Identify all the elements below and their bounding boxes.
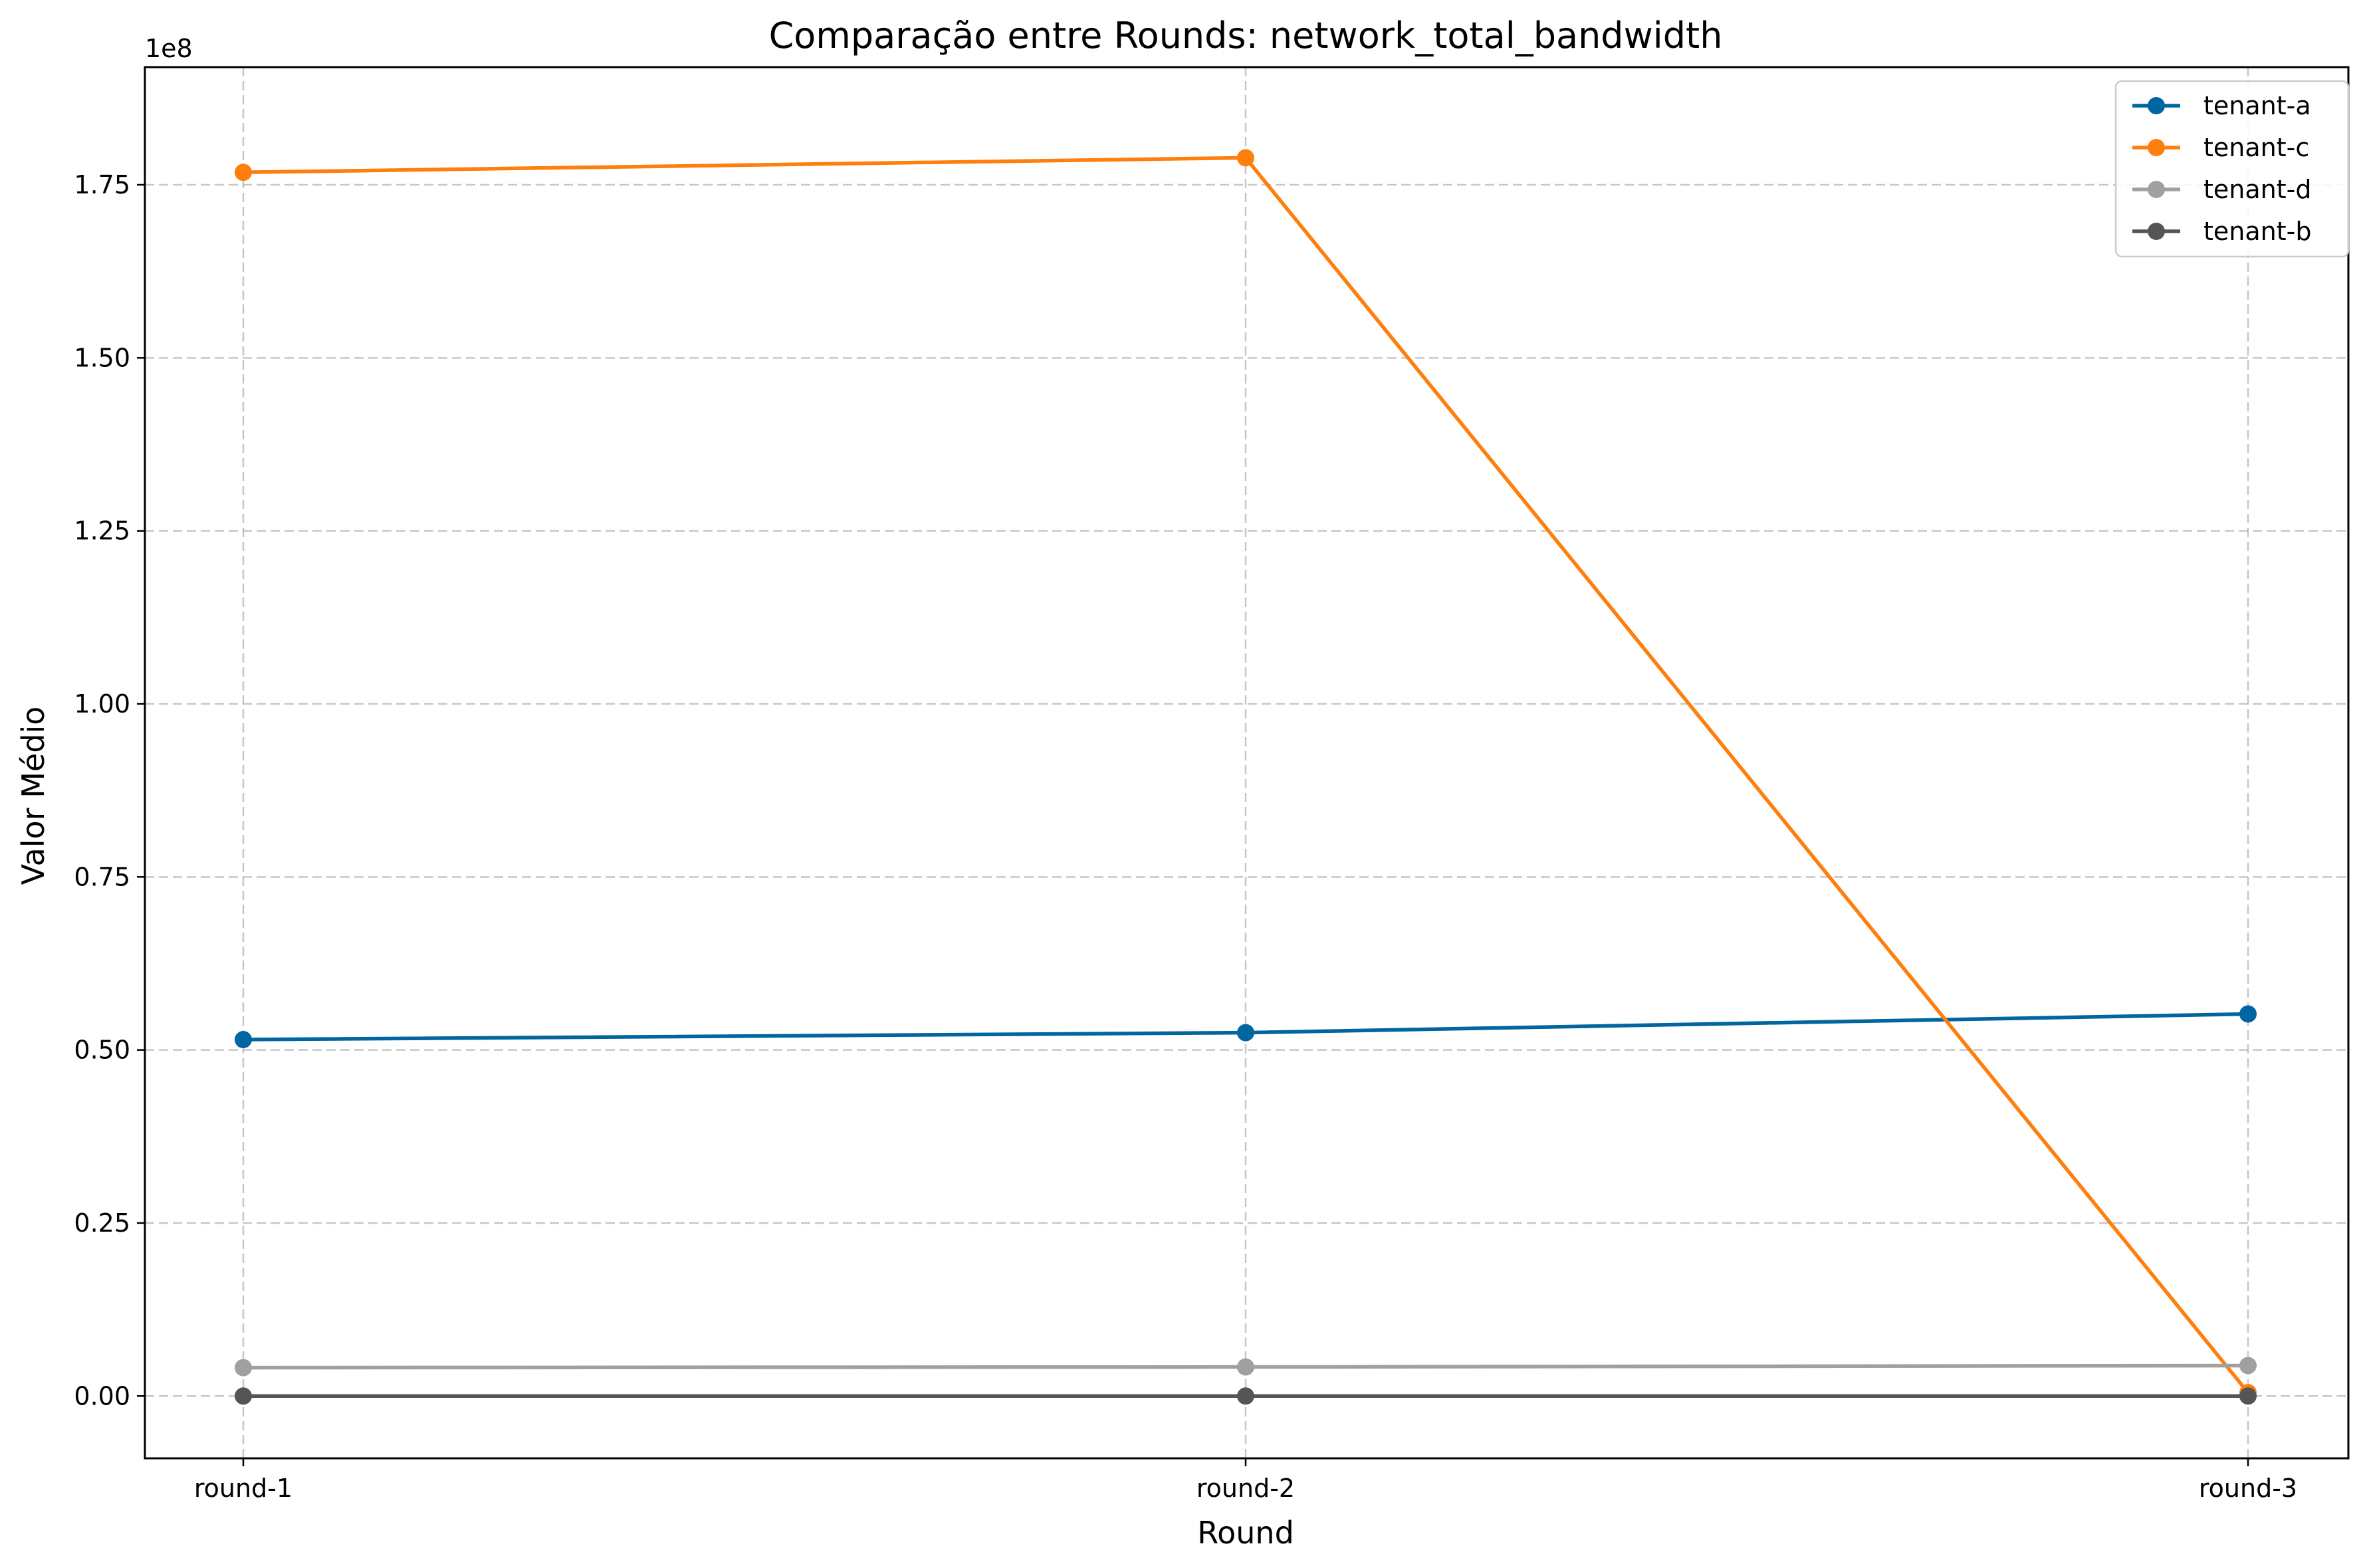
legend-entry-tenant-c: tenant-c [2132,133,2309,162]
y-tick-label: 1.00 [74,689,130,719]
y-tick-label: 1.25 [74,516,130,546]
legend-box [2114,80,2350,258]
legend-label: tenant-b [2203,217,2311,246]
x-tick-label: round-1 [194,1474,292,1503]
legend-label: tenant-a [2203,91,2311,120]
x-tick-label: round-3 [2199,1474,2297,1503]
data-point-tenant-b-round-2 [1237,1387,1254,1405]
y-tick-label: 0.25 [74,1208,130,1238]
y-tick-label: 0.50 [74,1036,130,1065]
y-tick-label: 0.75 [74,862,130,891]
legend: tenant-a tenant-c tenant-d tenant-b [2114,80,2350,258]
y-tick-label: 1.75 [74,170,130,199]
data-point-tenant-c-round-2 [1237,149,1254,167]
series-layer [235,149,2257,1405]
legend-entry-tenant-d: tenant-d [2132,175,2311,204]
data-point-tenant-a-round-1 [235,1031,252,1049]
series-tenant-a [235,1005,2257,1049]
data-point-tenant-c-round-1 [235,164,252,181]
legend-marker [2148,181,2165,198]
x-axis-label: Round [1197,1515,1294,1551]
series-tenant-b [235,1387,2257,1405]
chart-title: Comparação entre Rounds: network_total_b… [769,15,1723,56]
legend-label: tenant-c [2203,133,2309,162]
y-tick-label: 1.50 [74,343,130,372]
legend-label: tenant-d [2203,175,2311,204]
y-axis-label: Valor Médio [15,707,51,885]
legend-entry-tenant-b: tenant-b [2132,217,2311,246]
legend-marker [2148,223,2165,240]
legend-marker [2148,139,2165,156]
y-offset-text: 1e8 [145,34,193,63]
x-tick-label: round-2 [1196,1474,1295,1503]
data-point-tenant-a-round-2 [1237,1024,1254,1042]
legend-marker [2148,97,2165,114]
tick-layer: 0.00 0.25 0.50 0.75 1.00 1.25 1.50 1.75 round-1 r… [74,170,2297,1503]
data-point-tenant-d-round-2 [1237,1358,1254,1376]
data-point-tenant-d-round-3 [2239,1357,2257,1375]
data-point-tenant-d-round-1 [235,1359,252,1377]
legend-entry-tenant-a: tenant-a [2132,91,2311,120]
series-tenant-d [235,1357,2257,1377]
series-tenant-c [235,149,2257,1402]
grid-layer [145,67,2348,1458]
data-point-tenant-b-round-1 [235,1387,252,1405]
data-point-tenant-b-round-3 [2239,1387,2257,1405]
y-tick-label: 0.00 [74,1381,130,1410]
data-point-tenant-a-round-3 [2239,1005,2257,1023]
plot-frame [144,66,2350,1460]
